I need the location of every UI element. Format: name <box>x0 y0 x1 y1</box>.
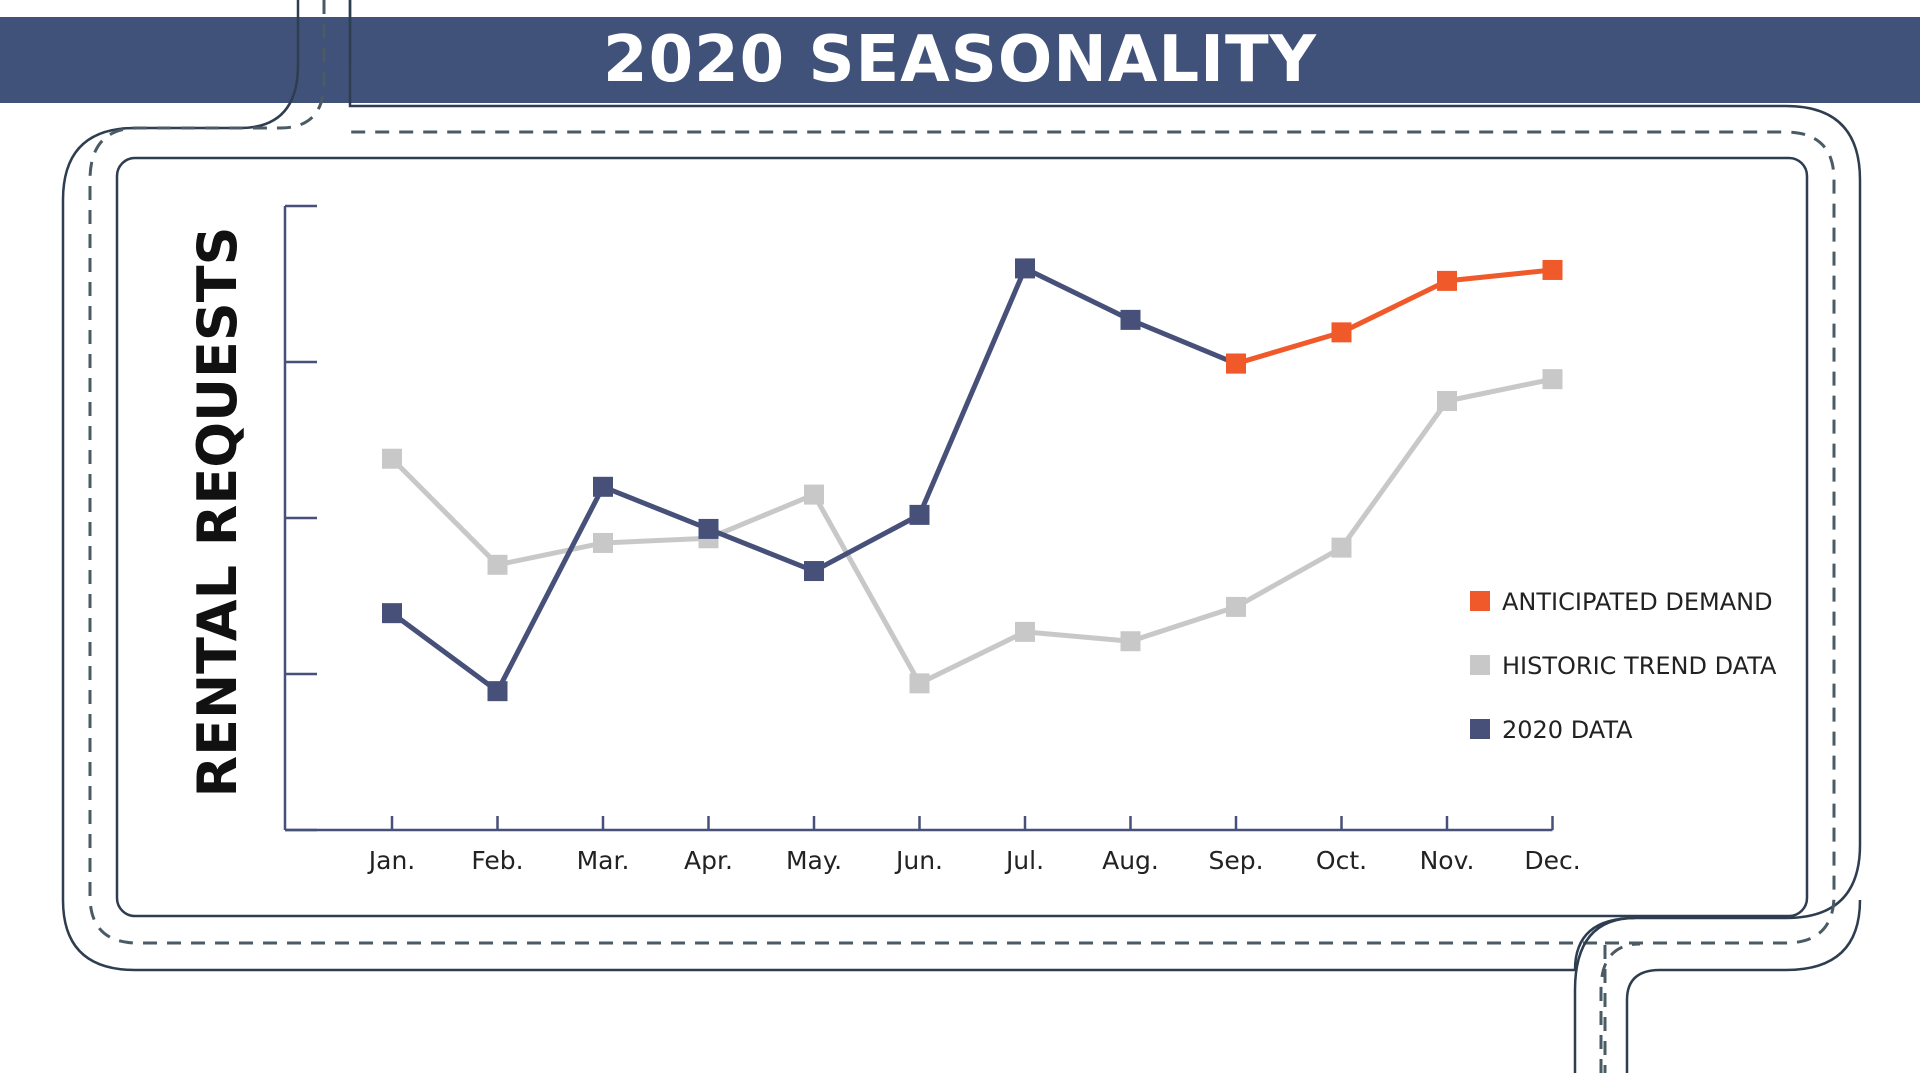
chart-legend: ANTICIPATED DEMAND HISTORIC TREND DATA 202… <box>1470 588 1777 744</box>
road-dashed-centerline <box>88 0 1836 1073</box>
legend-label: HISTORIC TREND DATA <box>1502 652 1777 680</box>
road-outer-edge <box>61 0 1862 972</box>
data-point <box>1120 631 1141 652</box>
x-tick-label: Jun. <box>894 846 943 875</box>
data-point <box>593 532 613 553</box>
data-point <box>698 518 719 539</box>
x-tick-label: Jan. <box>367 846 415 875</box>
x-tick-label: Nov. <box>1420 846 1475 875</box>
x-tick-label: Aug. <box>1102 846 1159 875</box>
road-lower-branch-inner <box>1625 899 1862 1073</box>
chart-axes: Jan. Feb. Mar. Apr. May. Jun. Jul. Aug. Sep. Oct.… <box>283 204 1581 875</box>
data-point <box>909 504 930 525</box>
road-frame <box>61 0 1862 1073</box>
x-tick-label: Mar. <box>577 846 630 875</box>
data-point <box>804 561 824 582</box>
data-point <box>382 448 402 469</box>
data-point <box>1542 259 1563 280</box>
road-lower-branch <box>1573 916 1636 1073</box>
data-point <box>909 673 930 694</box>
title-banner <box>0 17 1920 103</box>
data-point <box>1437 391 1457 411</box>
chart-panel <box>115 156 1809 918</box>
data-point <box>1542 369 1563 390</box>
data-point <box>1015 621 1035 642</box>
legend-swatch <box>1470 719 1490 739</box>
chart-series <box>382 258 1563 702</box>
data-point <box>487 681 508 702</box>
legend-label: 2020 DATA <box>1502 716 1633 744</box>
data-point <box>1120 309 1141 330</box>
data-point <box>1226 596 1246 617</box>
data-point <box>1226 353 1246 374</box>
x-tick-label: Feb. <box>471 846 523 875</box>
legend-label: ANTICIPATED DEMAND <box>1502 588 1773 616</box>
legend-swatch <box>1470 591 1490 611</box>
data-point <box>1331 322 1352 343</box>
data-point <box>1015 258 1035 279</box>
y-axis-label: RENTAL REQUESTS <box>186 226 249 797</box>
series-line <box>1235 267 1553 366</box>
x-tick-label: May. <box>786 846 842 875</box>
legend-swatch <box>1470 655 1490 675</box>
series-line <box>390 376 1554 686</box>
data-point <box>1437 270 1457 291</box>
road-lower-dash <box>1599 942 1641 1073</box>
x-tick-label: Sep. <box>1208 846 1263 875</box>
data-point <box>487 554 508 575</box>
data-point <box>1331 537 1352 558</box>
x-tick-label: Jul. <box>1004 846 1044 875</box>
page-title: 2020 SEASONALITY <box>603 23 1317 97</box>
x-tick-label: Oct. <box>1316 846 1367 875</box>
data-point <box>382 603 402 624</box>
x-tick-label: Apr. <box>684 846 733 875</box>
data-point <box>593 476 613 497</box>
x-tick-label: Dec. <box>1524 846 1580 875</box>
data-point <box>804 484 824 505</box>
